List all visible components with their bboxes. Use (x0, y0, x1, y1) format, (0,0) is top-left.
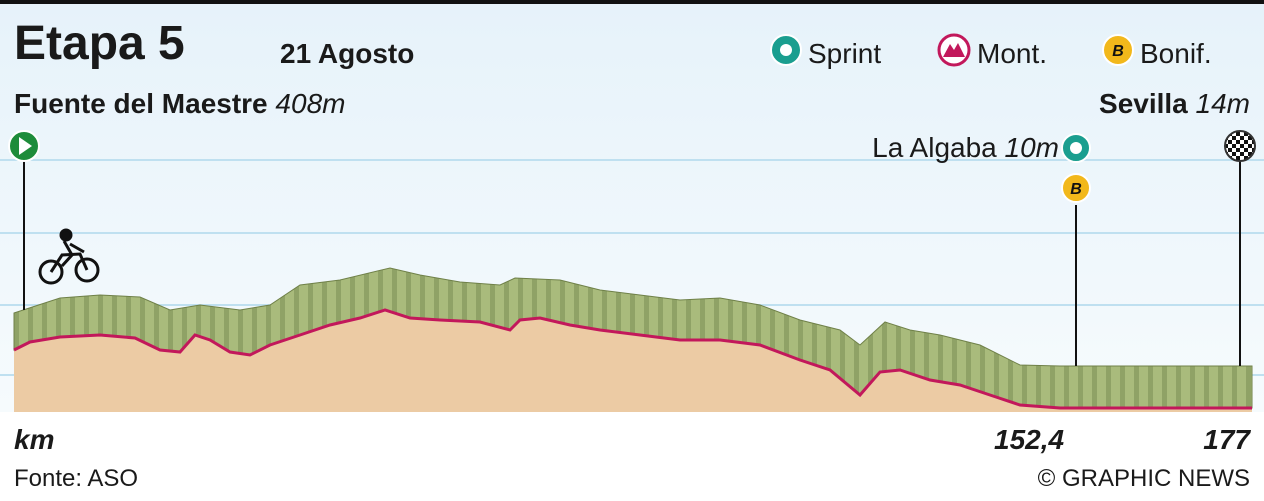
source: Fonte: ASO (14, 465, 139, 492)
legend-sprint: Sprint (808, 38, 882, 69)
start-icon (8, 130, 40, 162)
km-mark: 152,4 (994, 424, 1065, 455)
title: Etapa 5 (14, 17, 185, 70)
start-altitude: 408m (275, 88, 346, 119)
legend-mountain: Mont. (977, 38, 1048, 69)
finish-altitude: 14m (1195, 88, 1250, 119)
finish-label: Sevilla 14m (1099, 88, 1250, 120)
finish-icon (1224, 130, 1256, 162)
sprint-label: La Algaba 10m (872, 132, 1059, 164)
legend-bonus: Bonif. (1140, 38, 1212, 69)
km-mark: 177 (1203, 424, 1250, 455)
cyclist-icon (38, 228, 100, 285)
sprint-altitude: 10m (1004, 132, 1059, 163)
axis-unit: km (14, 424, 55, 455)
start-name: Fuente del Maestre (14, 88, 268, 119)
top-border (0, 0, 1264, 4)
sprint-name: La Algaba (872, 132, 997, 163)
profile-line (13, 308, 1252, 410)
bonus-icon: B (1061, 173, 1091, 203)
date: 21 Agosto (280, 38, 415, 69)
credit: © GRAPHIC NEWS (1037, 465, 1250, 492)
start-label: Fuente del Maestre 408m (14, 88, 345, 120)
svg-text:B: B (1112, 43, 1124, 60)
sprint-icon (1061, 133, 1091, 163)
legend-icons: B (770, 33, 1134, 67)
marker-poles (23, 160, 1241, 366)
svg-text:B: B (1070, 181, 1082, 198)
finish-name: Sevilla (1099, 88, 1188, 119)
profile-face (14, 310, 1252, 412)
